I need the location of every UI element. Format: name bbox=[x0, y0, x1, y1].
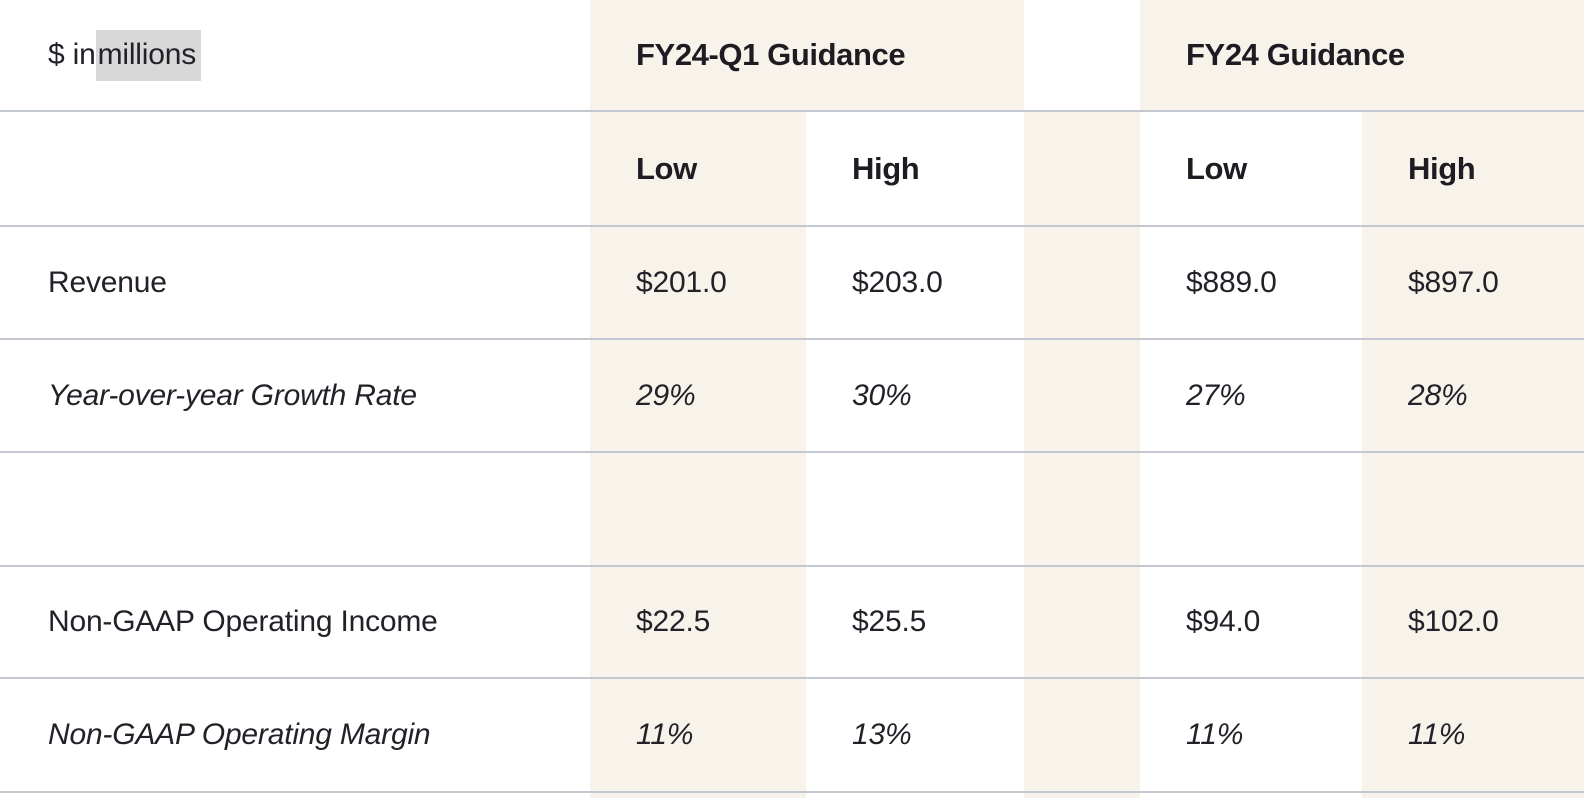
row-label: Non-GAAP Operating Income bbox=[0, 567, 590, 677]
cell-fy-high bbox=[1362, 453, 1584, 565]
stripe-q1-high-col bbox=[806, 793, 1024, 798]
stripe-fy-high-col bbox=[1362, 793, 1584, 798]
cell-fy-low: 27% bbox=[1140, 340, 1362, 451]
cell-fy-low: $889.0 bbox=[1140, 227, 1362, 338]
subheader-row: Low High Low High bbox=[0, 112, 1584, 227]
table-row-operating-margin: Non-GAAP Operating Margin 11% 13% 11% 11… bbox=[0, 679, 1584, 793]
cell-fy-low bbox=[1140, 453, 1362, 565]
row-label: Year-over-year Growth Rate bbox=[0, 340, 590, 451]
stripe-q1-low-col bbox=[590, 793, 806, 798]
cell-q1-low: 11% bbox=[590, 679, 806, 791]
spacer-cell bbox=[1024, 112, 1140, 225]
table-row-yoy-growth: Year-over-year Growth Rate 29% 30% 27% 2… bbox=[0, 340, 1584, 453]
subheader-q1-low: Low bbox=[590, 112, 806, 225]
subheader-fy-low: Low bbox=[1140, 112, 1362, 225]
units-note-prefix: $ in bbox=[48, 38, 96, 71]
cell-q1-low: 29% bbox=[590, 340, 806, 451]
cell-fy-high: 28% bbox=[1362, 340, 1584, 451]
table-row-revenue: Revenue $201.0 $203.0 $889.0 $897.0 bbox=[0, 227, 1584, 340]
cell-q1-high bbox=[806, 453, 1024, 565]
group-header-spacer bbox=[1024, 0, 1140, 110]
group-header-row: $ in millions FY24-Q1 Guidance FY24 Guid… bbox=[0, 0, 1584, 112]
spacer-cell bbox=[1024, 340, 1140, 451]
cell-fy-low: 11% bbox=[1140, 679, 1362, 791]
stripe-label-col bbox=[0, 793, 590, 798]
stripe-spacer-col bbox=[1024, 793, 1140, 798]
row-label: Revenue bbox=[0, 227, 590, 338]
table-bottom-stripe bbox=[0, 793, 1584, 798]
cell-fy-high: $897.0 bbox=[1362, 227, 1584, 338]
units-note-highlighted-text: millions bbox=[95, 29, 201, 81]
cell-q1-high: $25.5 bbox=[806, 567, 1024, 677]
cell-q1-high: 13% bbox=[806, 679, 1024, 791]
table-row-empty bbox=[0, 453, 1584, 567]
row-label: Non-GAAP Operating Margin bbox=[0, 679, 590, 791]
cell-q1-low: $201.0 bbox=[590, 227, 806, 338]
subheader-fy-high: High bbox=[1362, 112, 1584, 225]
row-label bbox=[0, 453, 590, 565]
spacer-cell bbox=[1024, 567, 1140, 677]
cell-q1-low bbox=[590, 453, 806, 565]
spacer-cell bbox=[1024, 227, 1140, 338]
subheader-q1-high: High bbox=[806, 112, 1024, 225]
group-header-q1: FY24-Q1 Guidance bbox=[590, 0, 1024, 110]
cell-q1-low: $22.5 bbox=[590, 567, 806, 677]
cell-fy-high: $102.0 bbox=[1362, 567, 1584, 677]
table-row-operating-income: Non-GAAP Operating Income $22.5 $25.5 $9… bbox=[0, 567, 1584, 679]
cell-q1-high: 30% bbox=[806, 340, 1024, 451]
spacer-cell bbox=[1024, 679, 1140, 791]
group-header-fy: FY24 Guidance bbox=[1140, 0, 1584, 110]
spacer-cell bbox=[1024, 453, 1140, 565]
cell-fy-low: $94.0 bbox=[1140, 567, 1362, 677]
cell-q1-high: $203.0 bbox=[806, 227, 1024, 338]
stripe-fy-low-col bbox=[1140, 793, 1362, 798]
cell-fy-high: 11% bbox=[1362, 679, 1584, 791]
subheader-empty bbox=[0, 112, 590, 225]
units-note: $ in millions bbox=[0, 0, 590, 110]
